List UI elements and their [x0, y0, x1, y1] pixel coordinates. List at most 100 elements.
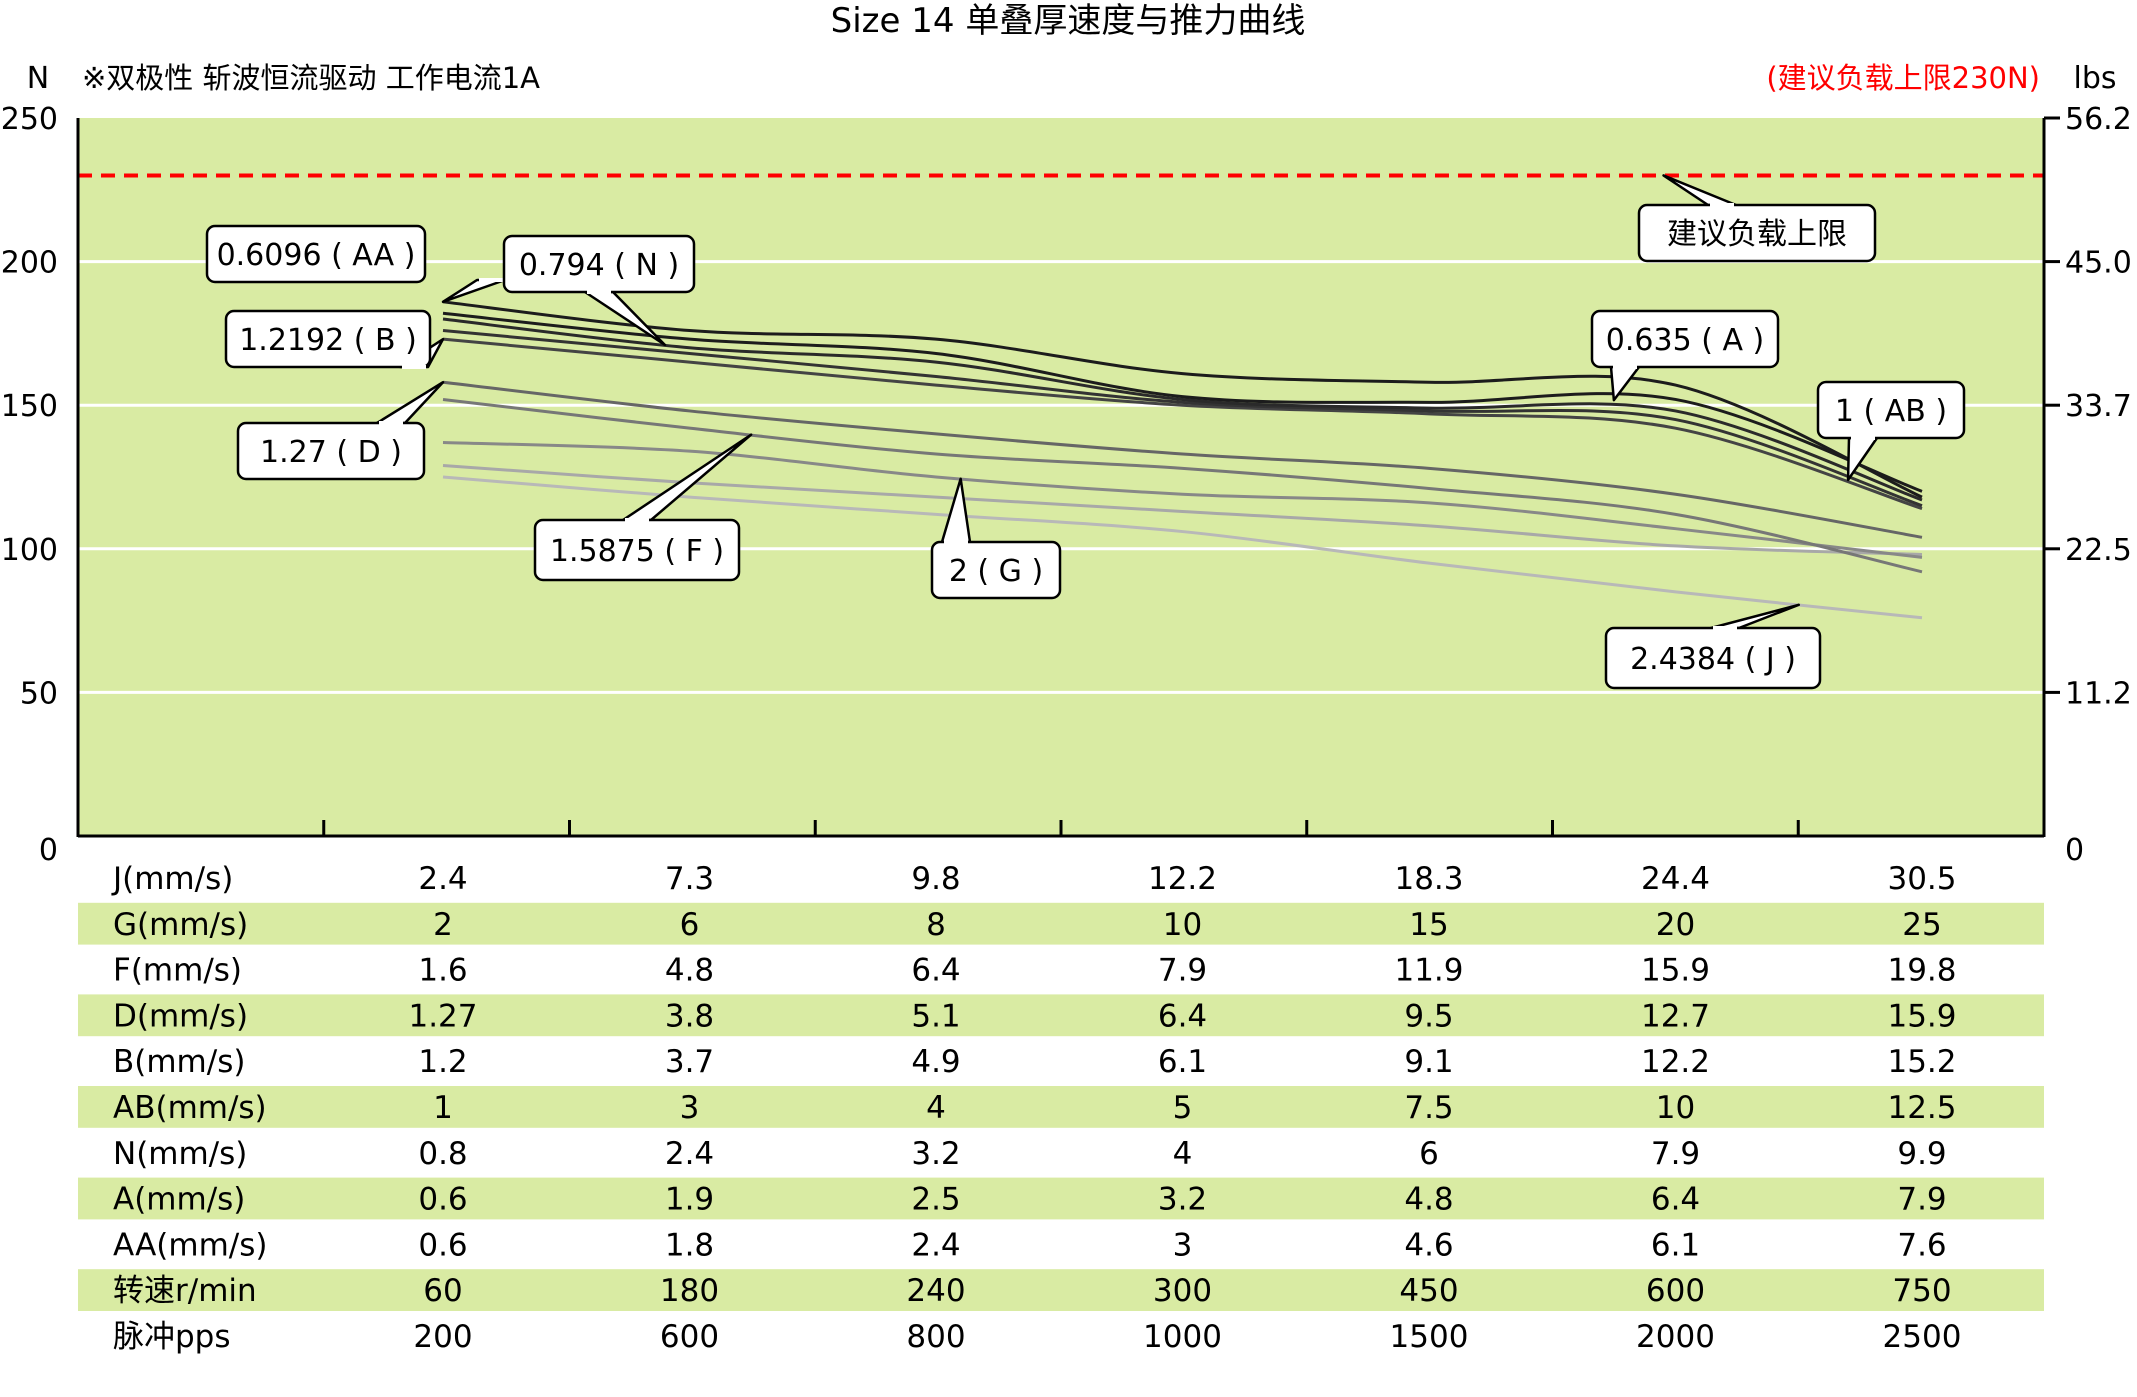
table-cell: 300: [1153, 1273, 1212, 1309]
table-row-label: F(mm/s): [113, 953, 242, 989]
table-row-stripe: [78, 1177, 2044, 1220]
table-cell: 1500: [1390, 1319, 1469, 1355]
table-cell: 2500: [1883, 1319, 1962, 1355]
y-axis-left-label: N: [27, 61, 49, 96]
table-cell: 24.4: [1641, 861, 1710, 897]
table-cell: 1.27: [408, 998, 477, 1034]
axes: [76, 116, 2060, 838]
table-cell: 450: [1399, 1273, 1458, 1309]
callout-box: [1816, 380, 1966, 440]
table-row-stripe: [78, 1269, 2044, 1311]
y-axis-left-ticks: 250 200 150 100 50 0: [1, 102, 58, 868]
table-row-stripe: [78, 902, 2044, 945]
table-cell: 2.4: [665, 1136, 714, 1172]
table-cell: 0.6: [418, 1182, 467, 1218]
callout-label: 1.5875 ( F ): [550, 534, 724, 569]
y-tick-label-left: 0: [39, 833, 58, 868]
table-row-label: 脉冲pps: [113, 1319, 231, 1355]
table-row-label: A(mm/s): [113, 1182, 245, 1218]
table-cell: 9.1: [1404, 1044, 1453, 1080]
table-row-label: G(mm/s): [113, 907, 248, 943]
table-cell: 1.2: [418, 1044, 467, 1080]
table-cell: 4.8: [665, 953, 714, 989]
table-cell: 5: [1173, 1090, 1193, 1126]
callout-label: 2.4384 ( J ): [1630, 642, 1796, 677]
series-lines: [442, 300, 1923, 620]
table-row-stripe: [78, 1086, 2044, 1128]
table-cell: 4.8: [1404, 1182, 1453, 1218]
y-tick-label-left: 50: [20, 676, 58, 711]
callout-box: [224, 309, 432, 369]
y-tick-label-right: 45.0: [2065, 246, 2132, 281]
table-cell: 6.4: [1158, 998, 1207, 1034]
table-cell: 1.8: [665, 1227, 714, 1263]
table-cell: 2.5: [911, 1182, 960, 1218]
callout-label: 1.27 ( D ): [260, 435, 402, 470]
table-cell: 1: [433, 1090, 453, 1126]
callout-label: 0.635 ( A ): [1606, 323, 1764, 358]
table-cell: 30.5: [1887, 861, 1956, 897]
table-cell: 15: [1409, 907, 1448, 943]
callout-box: [1590, 309, 1780, 369]
table-cell: 0.6: [418, 1227, 467, 1263]
table-cell: 6: [680, 907, 700, 943]
callout-box: [205, 224, 427, 284]
table-cell: 7.6: [1897, 1227, 1946, 1263]
table-row-label: D(mm/s): [113, 998, 248, 1034]
table-cell: 15.9: [1887, 998, 1956, 1034]
table-row-label: AB(mm/s): [113, 1090, 267, 1126]
table-cell: 0.8: [418, 1136, 467, 1172]
y-tick-label-left: 200: [1, 246, 58, 281]
table-cell: 2: [433, 907, 453, 943]
table-cell: 5.1: [911, 998, 960, 1034]
table-cell: 2.4: [911, 1227, 960, 1263]
table-row-label: J(mm/s): [111, 861, 233, 897]
table-cell: 240: [906, 1273, 965, 1309]
callout-label: 1.2192 ( B ): [239, 323, 417, 358]
table-cell: 200: [413, 1319, 472, 1355]
y-tick-label-left: 250: [1, 102, 58, 137]
table-cell: 2.4: [418, 861, 467, 897]
table-row-stripe: [78, 994, 2044, 1037]
table-row-label: B(mm/s): [113, 1044, 245, 1080]
series-line: [442, 300, 1923, 499]
table-cell: 600: [660, 1319, 719, 1355]
callout-label: 0.794 ( N ): [519, 248, 679, 283]
table-cell: 600: [1646, 1273, 1705, 1309]
table-cell: 19.8: [1887, 953, 1956, 989]
table-cell: 20: [1656, 907, 1695, 943]
series-line: [442, 329, 1923, 508]
table-cell: 3: [680, 1090, 700, 1126]
table-cell: 9.9: [1897, 1136, 1946, 1172]
table-cell: 10: [1656, 1090, 1695, 1126]
table-cell: 15.9: [1641, 953, 1710, 989]
table-cell: 6.1: [1651, 1227, 1700, 1263]
callout-label: 1 ( AB ): [1835, 394, 1947, 429]
table-cell: 4: [1173, 1136, 1193, 1172]
callout-label: 2 ( G ): [949, 554, 1043, 589]
callout-label: 0.6096 ( AA ): [217, 238, 416, 273]
callout-box: [1637, 203, 1877, 263]
table-cell: 7.3: [665, 861, 714, 897]
callout-labels: 0.6096 ( AA ) 0.794 ( N ) 1.2192 ( B ) 1.27…: [205, 174, 1966, 690]
series-line: [442, 397, 1923, 574]
table-cell: 6: [1419, 1136, 1439, 1172]
table-cell: 1.9: [665, 1182, 714, 1218]
table-cell: 9.8: [911, 861, 960, 897]
table-cell: 7.9: [1158, 953, 1207, 989]
series-line: [442, 337, 1923, 511]
table-cell: 11.9: [1394, 953, 1463, 989]
table-cell: 12.2: [1148, 861, 1217, 897]
y-axis-right-label: lbs: [2073, 61, 2116, 96]
table-cell: 750: [1892, 1273, 1951, 1309]
y-tick-label-right: 0: [2065, 833, 2084, 868]
table-row-label: AA(mm/s): [113, 1227, 267, 1263]
table-cell: 7.5: [1404, 1090, 1453, 1126]
table-cell: 4: [926, 1090, 946, 1126]
table-cell: 15.2: [1887, 1044, 1956, 1080]
series-line: [442, 475, 1923, 620]
y-tick-label-right: 11.2: [2065, 676, 2132, 711]
table-cell: 12.2: [1641, 1044, 1710, 1080]
load-limit-note: (建议负载上限230N): [1766, 61, 2040, 95]
